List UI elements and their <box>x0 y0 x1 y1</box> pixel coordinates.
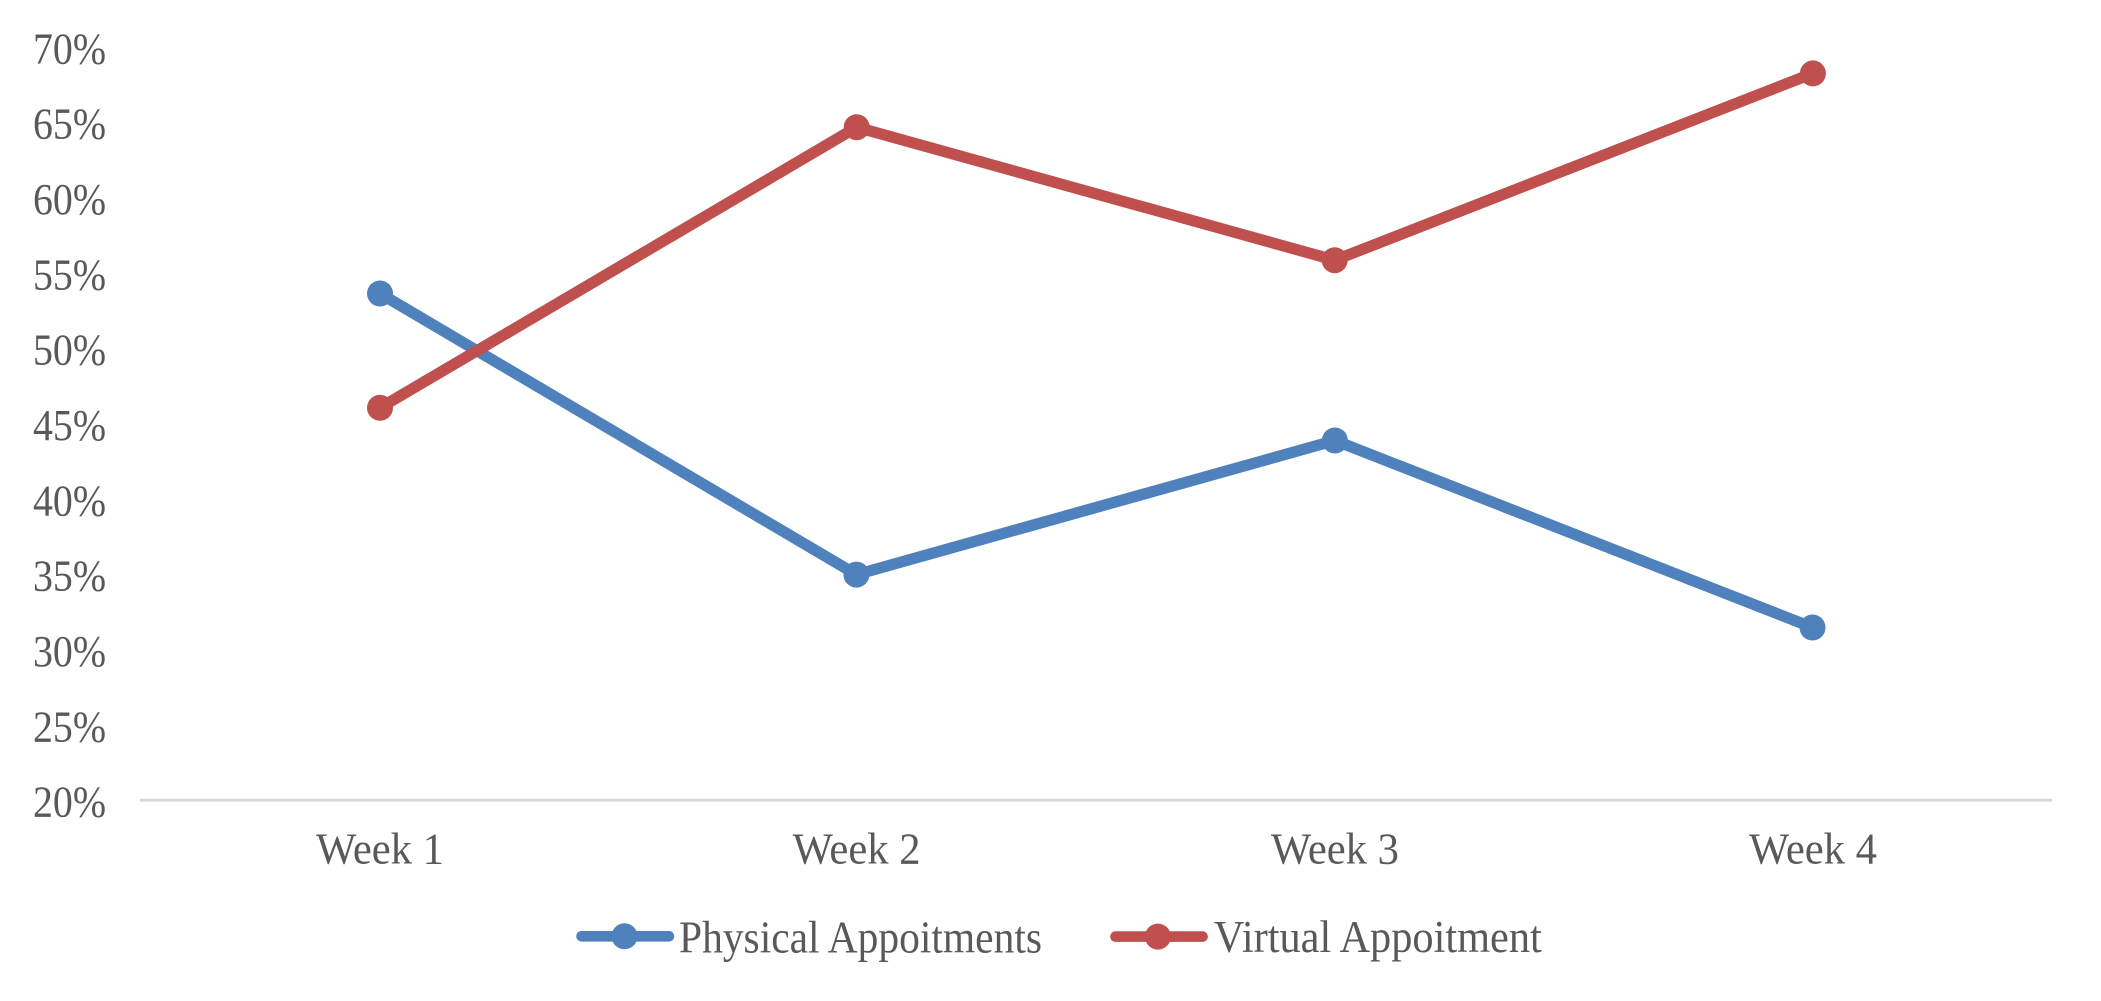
svg-text:70%: 70% <box>33 24 106 73</box>
svg-text:Physical Appoitments: Physical Appoitments <box>679 913 1042 963</box>
svg-text:20%: 20% <box>33 778 106 827</box>
svg-text:60%: 60% <box>33 175 106 224</box>
svg-text:40%: 40% <box>33 476 106 525</box>
svg-text:50%: 50% <box>33 326 106 375</box>
svg-text:Week 1: Week 1 <box>316 824 444 873</box>
svg-text:65%: 65% <box>33 100 106 149</box>
svg-text:Week 4: Week 4 <box>1749 824 1877 873</box>
svg-text:35%: 35% <box>33 552 106 601</box>
svg-text:55%: 55% <box>33 250 106 299</box>
svg-text:Week 3: Week 3 <box>1271 824 1399 873</box>
svg-text:Virtual Appoitment: Virtual Appoitment <box>1214 912 1542 962</box>
svg-text:45%: 45% <box>33 401 106 450</box>
svg-text:25%: 25% <box>33 702 106 751</box>
svg-text:Week 2: Week 2 <box>793 824 921 873</box>
svg-text:30%: 30% <box>33 627 106 676</box>
